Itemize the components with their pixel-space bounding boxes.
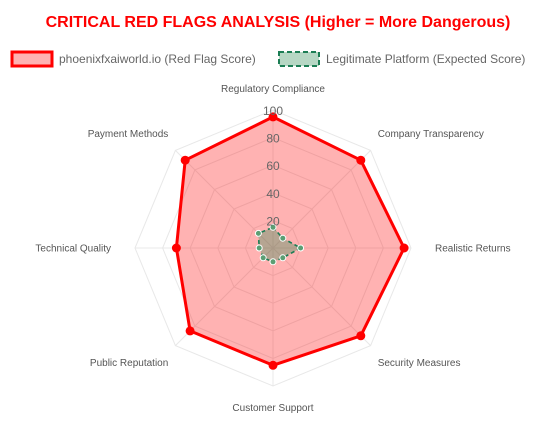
axis-label-technical-quality: Technical Quality	[35, 244, 111, 255]
legend-label-red-flag-score: phoenixfxaiworld.io (Red Flag Score)	[59, 52, 256, 66]
point-0-customer-support[interactable]	[268, 360, 278, 370]
point-1-regulatory-compliance[interactable]	[269, 223, 277, 231]
legend: phoenixfxaiworld.io (Red Flag Score) Leg…	[10, 50, 525, 68]
point-1-technical-quality[interactable]	[255, 244, 263, 252]
point-0-realistic-returns[interactable]	[399, 243, 409, 253]
tick-label-80: 80	[266, 132, 280, 146]
point-0-security-measures[interactable]	[356, 331, 366, 341]
point-1-payment-methods[interactable]	[254, 229, 262, 237]
radar-series	[171, 112, 409, 370]
legend-item-red-flag-score[interactable]: phoenixfxaiworld.io (Red Flag Score)	[10, 50, 256, 68]
tick-label-100: 100	[263, 104, 283, 118]
legend-swatch-red-flag-score	[10, 50, 54, 68]
point-0-company-transparency[interactable]	[356, 155, 366, 165]
spoke-security-measures	[272, 247, 371, 346]
axis-label-payment-methods: Payment Methods	[88, 129, 169, 140]
legend-item-expected-score[interactable]: Legitimate Platform (Expected Score)	[278, 51, 525, 67]
tick-label-20: 20	[266, 214, 280, 228]
axis-label-customer-support: Customer Support	[232, 403, 313, 414]
legend-label-expected-score: Legitimate Platform (Expected Score)	[326, 52, 525, 66]
spoke-company-transparency	[272, 150, 371, 249]
axis-label-company-transparency: Company Transparency	[378, 129, 484, 140]
radial-tick-labels: 20 40 60 80 100	[263, 104, 283, 228]
point-1-realistic-returns[interactable]	[297, 244, 305, 252]
point-1-security-measures[interactable]	[279, 254, 287, 262]
axis-label-regulatory-compliance: Regulatory Compliance	[221, 84, 325, 95]
series-phoenixfxaiworld-io-red-flag-score	[171, 112, 409, 370]
series-area-0	[174, 115, 406, 367]
legend-swatch-expected-score	[278, 51, 320, 67]
axis-label-realistic-returns: Realistic Returns	[435, 244, 511, 255]
tick-label-40: 40	[266, 187, 280, 201]
point-1-public-reputation[interactable]	[259, 254, 267, 262]
axis-label-security-measures: Security Measures	[378, 358, 461, 369]
point-0-public-reputation[interactable]	[185, 326, 195, 336]
series-legitimate-platform-expected-score	[254, 223, 305, 266]
chart-title: CRITICAL RED FLAGS ANALYSIS (Higher = Mo…	[46, 14, 511, 31]
point-1-customer-support[interactable]	[269, 258, 277, 266]
point-0-regulatory-compliance[interactable]	[268, 112, 278, 122]
axis-labels: Regulatory Compliance Company Transparenc…	[35, 84, 510, 414]
axis-label-public-reputation: Public Reputation	[90, 358, 168, 369]
point-0-technical-quality[interactable]	[171, 243, 181, 253]
point-1-company-transparency[interactable]	[279, 234, 287, 242]
tick-label-60: 60	[266, 159, 280, 173]
point-0-payment-methods[interactable]	[180, 155, 190, 165]
